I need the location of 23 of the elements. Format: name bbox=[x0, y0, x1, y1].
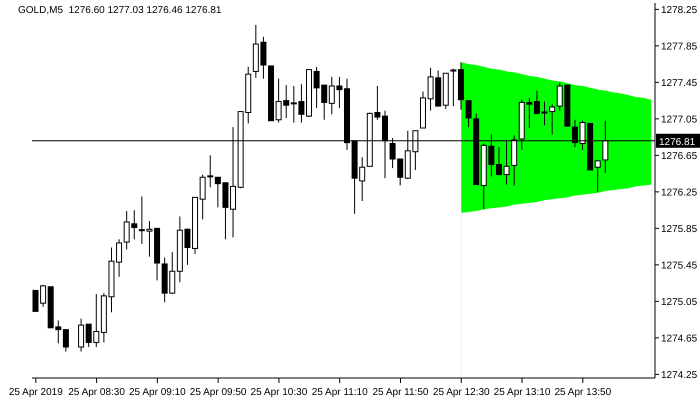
y-tick-label: 1274.25 bbox=[661, 370, 698, 381]
y-tick-label: 1275.85 bbox=[661, 224, 698, 235]
x-tick-label: 25 Apr 13:10 bbox=[494, 387, 551, 398]
x-tick-label: 25 Apr 11:50 bbox=[372, 387, 429, 398]
y-tick-label: 1275.45 bbox=[661, 260, 698, 272]
x-tick-label: 25 Apr 13:50 bbox=[554, 387, 612, 398]
y-tick-label: 1277.05 bbox=[661, 114, 698, 126]
y-tick-label: 1278.25 bbox=[661, 4, 698, 16]
x-tick-label: 25 Apr 09:50 bbox=[190, 387, 247, 398]
x-tick-label: 25 Apr 12:30 bbox=[432, 387, 490, 398]
y-tick-label: 1277.85 bbox=[661, 41, 698, 52]
y-tick-label: 1277.45 bbox=[661, 78, 698, 89]
x-tick-label: 25 Apr 2019 bbox=[8, 387, 64, 398]
x-tick-label: 25 Apr 09:10 bbox=[129, 387, 186, 398]
chart-title: GOLD,M5 1276.60 1277.03 1276.46 1276.81 bbox=[18, 5, 222, 16]
y-tick-label: 1276.25 bbox=[661, 187, 698, 198]
y-tick-label: 1274.65 bbox=[661, 333, 698, 344]
x-tick-label: 25 Apr 11:10 bbox=[312, 387, 368, 398]
y-tick-label: 1276.65 bbox=[661, 150, 698, 162]
x-tick-label: 25 Apr 10:30 bbox=[250, 387, 308, 398]
x-tick-label: 25 Apr 08:30 bbox=[68, 387, 126, 398]
y-tick-label: 1275.05 bbox=[661, 296, 698, 308]
ref-line-label: 1276.81 bbox=[659, 136, 696, 148]
